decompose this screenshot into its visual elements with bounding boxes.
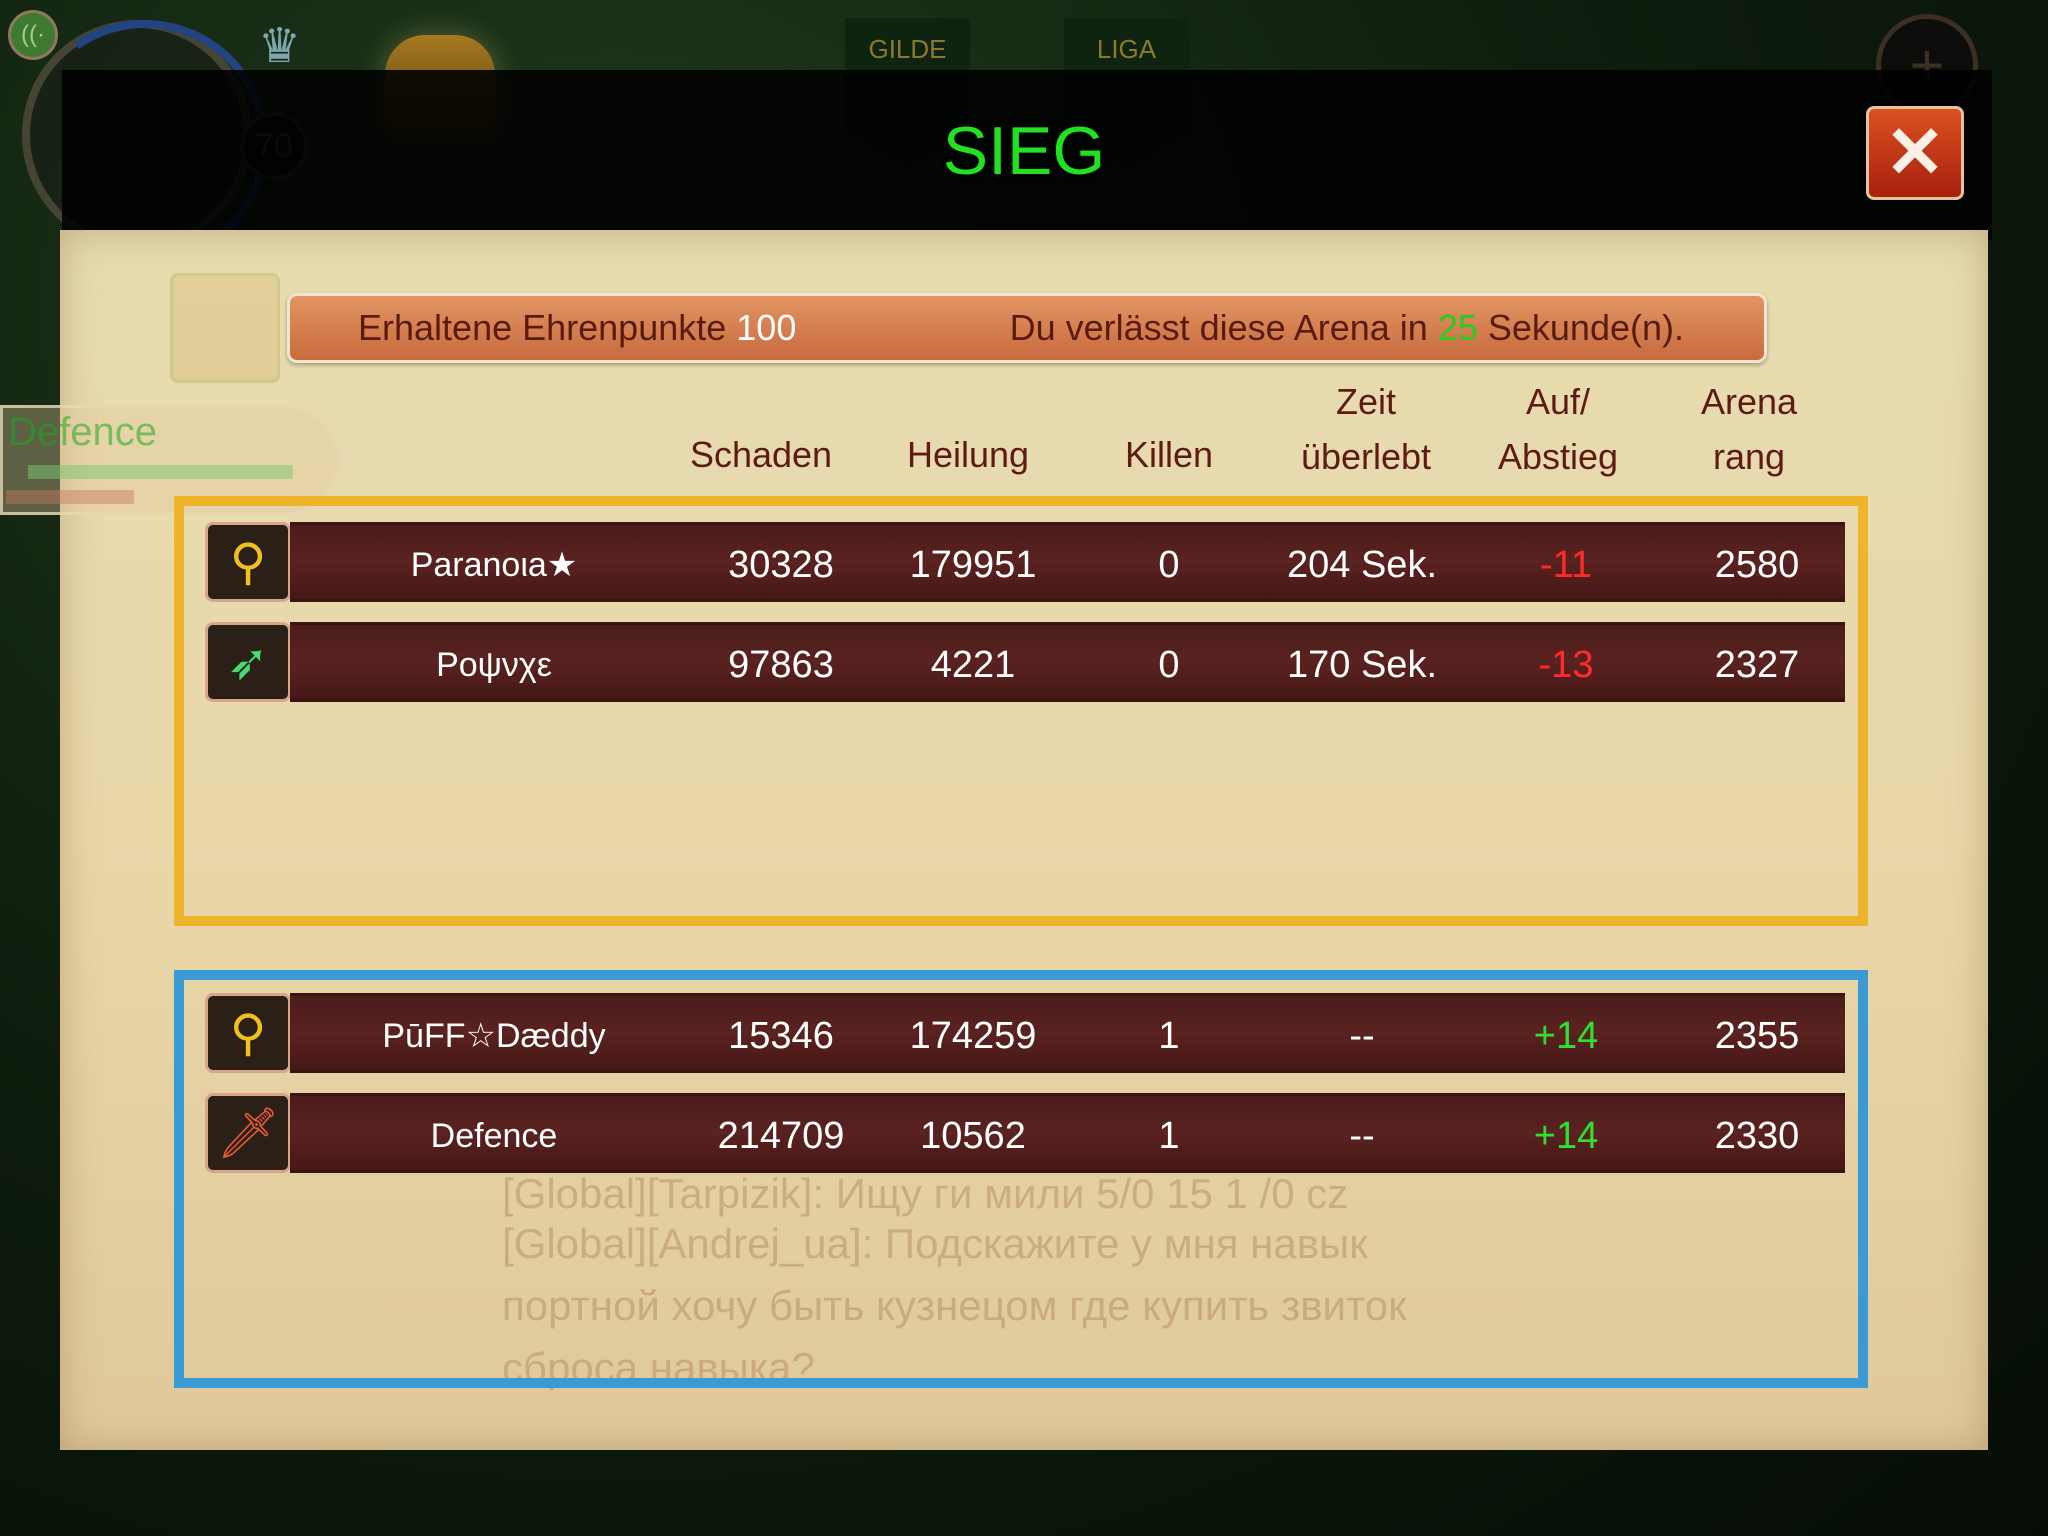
header-zeit: Zeit überlebt — [1300, 381, 1432, 477]
kills-value: 1 — [1158, 1115, 1180, 1157]
mace-icon: ⚲ — [205, 522, 291, 602]
damage-value: 97863 — [728, 644, 834, 686]
honor-label: Erhaltene Ehrenpunkte — [358, 307, 727, 348]
header-band — [62, 70, 1992, 240]
arena-rank: 2327 — [1714, 644, 1800, 686]
healing-value: 10562 — [920, 1115, 1026, 1157]
health-bar — [28, 465, 293, 479]
chat-line: [Global][Tarpizik]: Ищу ги мили 5/0 15 1… — [502, 1170, 1349, 1217]
kills-value: 0 — [1158, 544, 1180, 586]
table-row[interactable]: PūFF☆Dæddy 15346 174259 1 -- +14 2355 — [290, 993, 1845, 1073]
team-winners-frame — [174, 970, 1868, 1388]
header-auf-abstieg: Auf/Abstieg — [1497, 381, 1619, 477]
time-survived: -- — [1349, 1115, 1375, 1157]
result-title: SIEG — [942, 113, 1106, 189]
honor-points: Erhaltene Ehrenpunkte 100 — [358, 307, 796, 349]
rank-change: +14 — [1533, 1015, 1599, 1057]
time-survived: 204 Sek. — [1287, 544, 1437, 586]
healing-value: 4221 — [930, 644, 1016, 686]
healing-value: 174259 — [909, 1015, 1037, 1057]
leave-seconds: 25 — [1437, 307, 1478, 348]
arena-rank: 2355 — [1714, 1015, 1800, 1057]
ghost-skill-card — [170, 273, 280, 383]
rank-change: -11 — [1539, 544, 1593, 586]
rank-change: +14 — [1533, 1115, 1599, 1157]
rank-change: -13 — [1538, 644, 1594, 686]
header-killen: Killen — [1124, 434, 1214, 475]
time-survived: -- — [1349, 1015, 1375, 1057]
damage-value: 15346 — [728, 1015, 834, 1057]
header-heilung: Heilung — [906, 434, 1030, 475]
leave-timer: Du verlässt diese Arena in 25 Sekunde(n)… — [1010, 307, 1684, 349]
bow-icon: ➶ — [205, 622, 291, 702]
arena-rank: 2580 — [1714, 544, 1800, 586]
player-name: PūFF☆Dæddy — [382, 1017, 606, 1055]
healing-value: 179951 — [909, 544, 1037, 586]
leave-prefix: Du verlässt diese Arena in — [1009, 307, 1428, 348]
kills-value: 0 — [1158, 644, 1180, 686]
player-name: Paranoιa★ — [410, 546, 578, 584]
info-banner: Erhaltene Ehrenpunkte 100 Du verlässt di… — [287, 293, 1767, 363]
chat-line: [Global][Andrej_ua]: Подскажите у мня на… — [502, 1220, 1368, 1267]
close-button[interactable]: ✕ — [1866, 106, 1964, 200]
arena-rank: 2330 — [1714, 1115, 1800, 1157]
chat-line: портной хочу быть кузнецом где купить зв… — [502, 1282, 1407, 1329]
header-schaden: Schaden — [689, 434, 833, 475]
leave-suffix: Sekunde(n). — [1487, 307, 1684, 348]
honor-value: 100 — [736, 307, 797, 348]
mana-bar — [6, 490, 134, 504]
results-panel — [60, 230, 1988, 1450]
table-row[interactable]: Defence 214709 10562 1 -- +14 2330 — [290, 1093, 1845, 1173]
crown-icon[interactable]: ♛ — [258, 20, 302, 73]
close-icon: ✕ — [1884, 113, 1946, 193]
mace-icon: ⚲ — [205, 993, 291, 1073]
damage-value: 214709 — [717, 1115, 845, 1157]
time-survived: 170 Sek. — [1287, 644, 1437, 686]
damage-value: 30328 — [728, 544, 834, 586]
wifi-icon: ((· — [8, 10, 58, 60]
sword-icon: 🗡 — [205, 1093, 291, 1173]
ghost-player-name: Defence — [8, 410, 157, 454]
kills-value: 1 — [1158, 1015, 1180, 1057]
player-name: Defence — [430, 1117, 558, 1155]
header-arena-rang: Arena rang — [1700, 381, 1798, 477]
player-name: Ροψνχε — [436, 646, 552, 684]
table-row[interactable]: Ροψνχε 97863 4221 0 170 Sek. -13 2327 — [290, 622, 1845, 702]
table-row[interactable]: Paranoιa★ 30328 179951 0 204 Sek. -11 2580 — [290, 522, 1845, 602]
team-losers-frame — [174, 496, 1868, 926]
